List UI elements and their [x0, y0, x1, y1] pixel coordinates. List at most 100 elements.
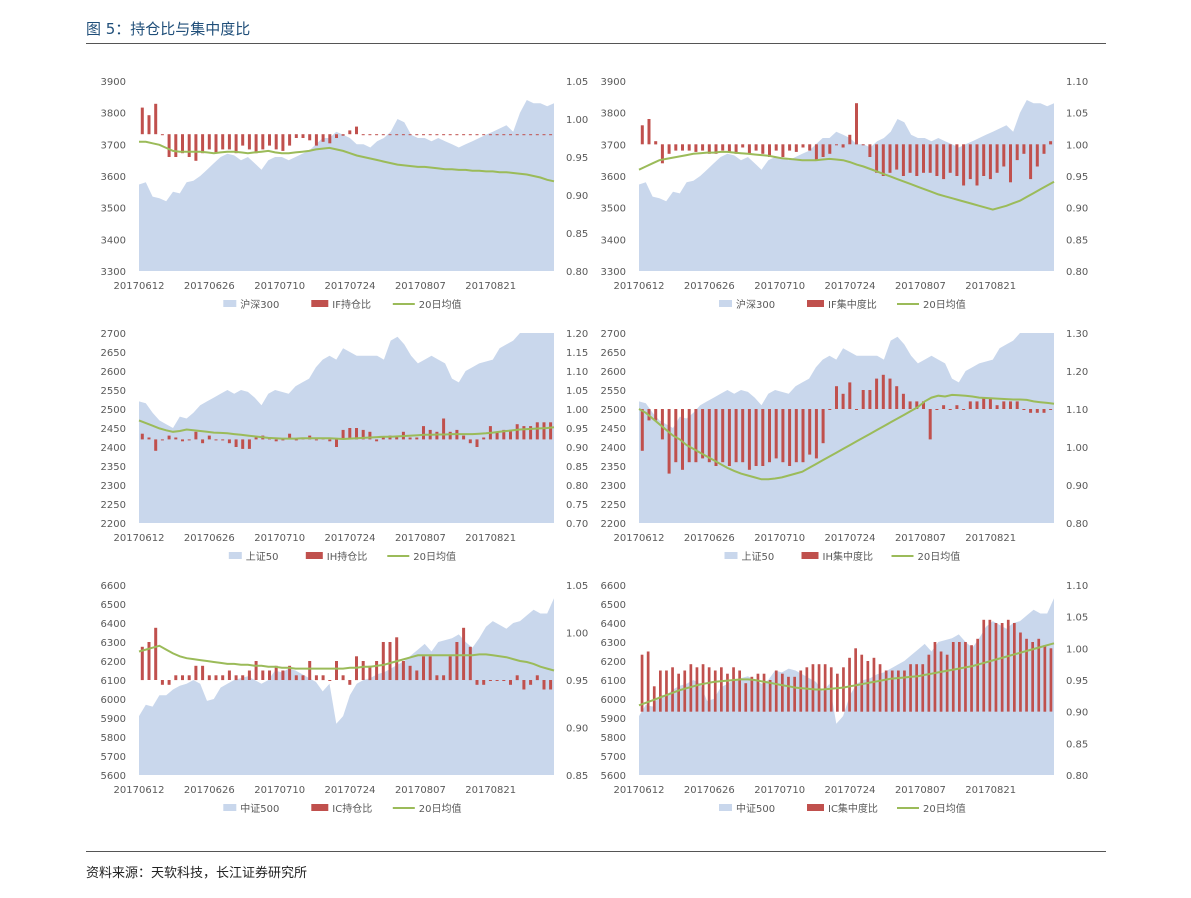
ratio-bar — [1035, 409, 1039, 413]
left-axis-tick: 2600 — [601, 367, 626, 378]
ratio-bar — [1025, 638, 1028, 712]
right-axis-tick: 0.70 — [566, 519, 588, 530]
ratio-bar — [435, 134, 439, 136]
ratio-bar — [654, 409, 658, 421]
ratio-bar — [908, 401, 912, 409]
right-axis-tick: 1.05 — [566, 77, 588, 88]
legend-label: IC集中度比 — [828, 802, 878, 815]
x-axis-tick: 20170710 — [254, 281, 305, 292]
right-axis-tick: 0.85 — [1066, 739, 1088, 750]
ratio-bar — [744, 683, 748, 712]
left-axis-tick: 2650 — [101, 348, 126, 359]
left-axis-tick: 6600 — [101, 581, 126, 592]
ratio-bar — [707, 144, 711, 154]
ratio-bar — [274, 134, 278, 150]
x-axis-tick: 20170710 — [754, 785, 805, 796]
left-axis-tick: 2300 — [101, 481, 126, 492]
ratio-bar — [935, 409, 939, 410]
x-axis-tick: 20170807 — [895, 533, 946, 544]
right-axis-tick: 1.05 — [1066, 613, 1088, 624]
x-axis-tick: 20170710 — [754, 281, 805, 292]
ratio-bar — [1002, 401, 1006, 409]
ratio-bar — [268, 670, 271, 680]
left-axis-tick: 2350 — [101, 462, 126, 473]
right-axis-tick: 0.95 — [566, 424, 588, 435]
ratio-bar — [181, 439, 184, 442]
ratio-bar — [241, 134, 245, 146]
ratio-bar — [888, 378, 892, 409]
ratio-bar — [408, 437, 412, 440]
ratio-bar — [970, 645, 973, 712]
ratio-bar — [747, 144, 751, 154]
ratio-bar — [659, 670, 662, 712]
ratio-bar — [681, 409, 684, 470]
ratio-bar — [247, 670, 251, 680]
ratio-bar — [234, 439, 238, 447]
ratio-bar — [187, 134, 191, 157]
ratio-bar — [1049, 648, 1053, 712]
ratio-bar — [355, 126, 358, 135]
ratio-bar — [241, 675, 245, 681]
ratio-bar — [848, 382, 852, 409]
ratio-bar — [442, 134, 446, 136]
x-axis-tick: 20170807 — [395, 533, 446, 544]
right-axis-tick: 0.75 — [566, 500, 588, 511]
ratio-bar — [422, 134, 425, 136]
legend-label: 沪深300 — [240, 298, 279, 311]
legend-label: IH集中度比 — [823, 550, 873, 563]
ratio-bar — [681, 144, 684, 151]
left-axis-tick: 2300 — [601, 481, 626, 492]
x-axis-tick: 20170724 — [325, 533, 376, 544]
ratio-bar — [301, 134, 305, 138]
ratio-bar — [955, 405, 959, 409]
ma20-line — [638, 393, 1055, 481]
ratio-bar — [227, 670, 231, 680]
ratio-bar — [1029, 144, 1033, 180]
ratio-bar — [647, 119, 651, 145]
ratio-bar — [667, 144, 671, 154]
ratio-bar — [227, 134, 231, 150]
legend-label: 20日均值 — [923, 802, 966, 815]
left-axis-tick: 3700 — [101, 140, 126, 151]
ratio-bar — [671, 667, 674, 712]
ratio-bar — [788, 409, 792, 466]
ratio-bar — [878, 664, 882, 712]
ratio-bar — [535, 422, 539, 440]
ratio-bar — [361, 134, 365, 136]
ratio-bar — [281, 134, 285, 151]
right-axis-tick: 1.10 — [1066, 405, 1088, 416]
ratio-bar — [787, 676, 790, 712]
ratio-bar — [854, 648, 857, 712]
ratio-bar — [361, 661, 365, 680]
ratio-bar — [535, 675, 539, 681]
x-axis-tick: 20170612 — [614, 785, 665, 796]
ratio-bar — [147, 437, 151, 440]
x-axis-tick: 20170626 — [184, 785, 235, 796]
left-axis-tick: 5900 — [601, 714, 626, 725]
ratio-bar — [422, 426, 425, 440]
left-axis-tick: 6400 — [101, 619, 126, 630]
ratio-bar — [214, 439, 218, 441]
ratio-bar — [468, 646, 472, 681]
ratio-bar — [395, 435, 399, 440]
ratio-bar — [875, 144, 879, 173]
ratio-bar — [1013, 623, 1016, 712]
source-note: 资料来源：天软科技，长江证券研究所 — [86, 866, 308, 881]
ratio-bar — [542, 680, 546, 690]
ratio-bar — [201, 134, 205, 154]
legend-label: 20日均值 — [918, 550, 961, 563]
ratio-bar — [522, 426, 526, 440]
ratio-bar — [529, 134, 533, 136]
ratio-bar — [288, 134, 292, 146]
ratio-bar — [207, 675, 211, 681]
ratio-bar — [982, 144, 986, 176]
ratio-bar — [167, 435, 171, 440]
ratio-bar — [261, 134, 265, 150]
ratio-bar — [462, 134, 466, 136]
legend-bar-swatch — [807, 804, 824, 811]
left-axis-tick: 2600 — [101, 367, 126, 378]
ratio-bar — [640, 125, 644, 145]
ratio-bar — [207, 435, 211, 440]
ratio-bar — [140, 646, 144, 681]
x-axis-tick: 20170612 — [114, 281, 165, 292]
